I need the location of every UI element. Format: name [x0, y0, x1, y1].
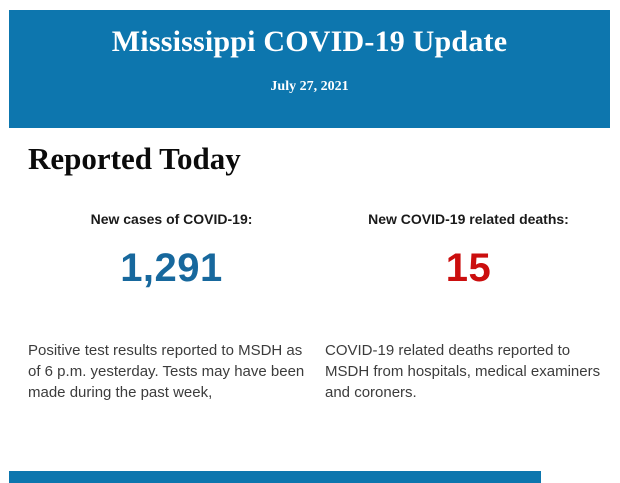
cases-description-col: Positive test results reported to MSDH a…	[28, 340, 315, 403]
reported-today-heading: Reported Today	[28, 141, 241, 176]
newsletter-title: Mississippi COVID-19 Update	[111, 25, 508, 58]
deaths-label: New COVID-19 related deaths:	[368, 211, 569, 227]
cases-stat: New cases of COVID-19: 1,291	[28, 210, 315, 290]
header-banner: Mississippi COVID-19 Update July 27, 202…	[9, 10, 610, 128]
cases-count: 1,291	[120, 246, 223, 290]
deaths-stat: New COVID-19 related deaths: 15	[325, 210, 612, 290]
cases-label: New cases of COVID-19:	[90, 211, 253, 227]
footer-band	[9, 471, 541, 483]
deaths-description-col: COVID-19 related deaths reported to MSDH…	[325, 340, 612, 403]
newsletter-date: July 27, 2021	[270, 79, 349, 94]
descriptions-row: Positive test results reported to MSDH a…	[28, 340, 612, 403]
deaths-description: COVID-19 related deaths reported to MSDH…	[325, 342, 601, 401]
stats-row: New cases of COVID-19: 1,291 New COVID-1…	[28, 210, 612, 290]
deaths-count: 15	[445, 246, 492, 290]
cases-description: Positive test results reported to MSDH a…	[28, 342, 305, 401]
